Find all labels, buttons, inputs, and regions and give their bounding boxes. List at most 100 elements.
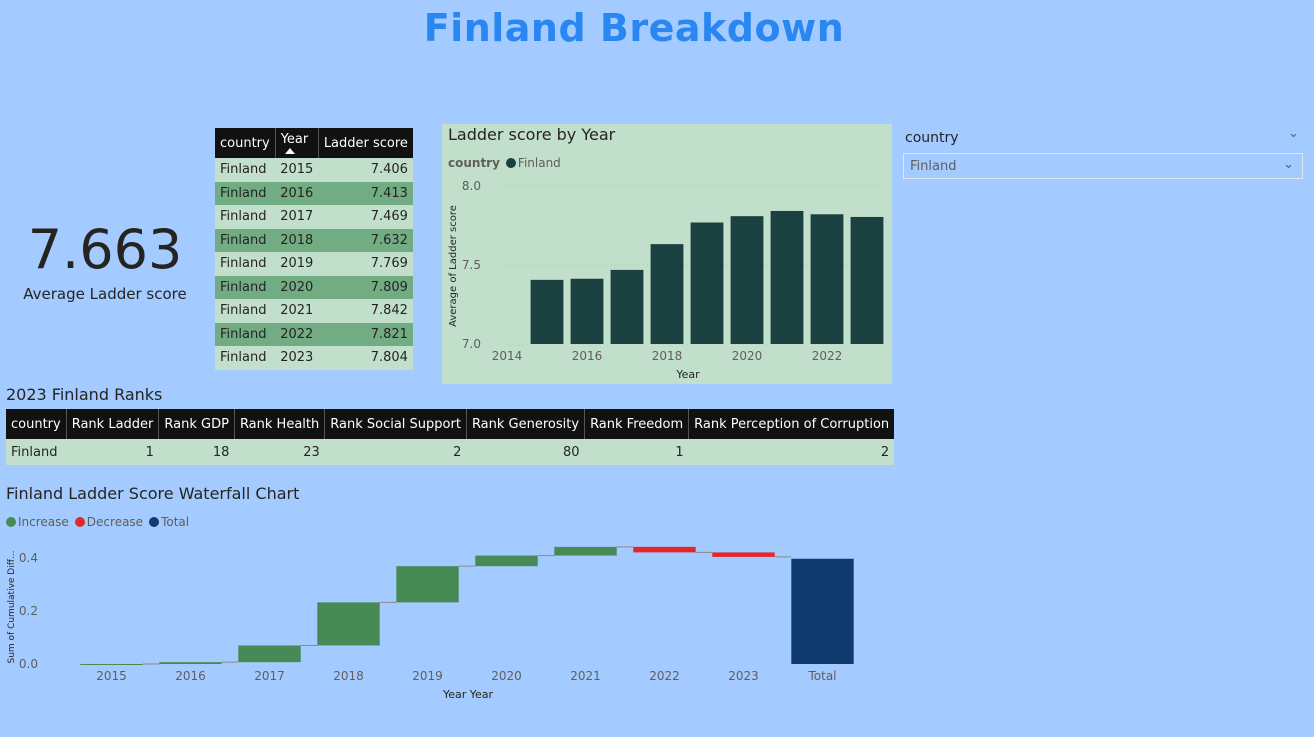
column-header[interactable]: Rank Health: [234, 409, 326, 439]
table-row: Finland 1 18 23 2 80 1 2: [6, 439, 895, 465]
bar-2018[interactable]: [650, 244, 684, 344]
sort-ascending-icon[interactable]: [284, 148, 295, 154]
legend-item-decrease[interactable]: Decrease: [74, 515, 144, 529]
table-row[interactable]: Finland 2016 7.413: [215, 181, 413, 205]
waterfall-bar-2018[interactable]: [317, 602, 380, 646]
legend-title: country: [448, 156, 500, 170]
table-cell-country: Finland: [215, 252, 276, 276]
table-cell-country: Finland: [215, 322, 276, 346]
column-header[interactable]: Rank Generosity: [466, 409, 586, 439]
table-cell-score: 7.469: [318, 205, 413, 229]
column-header-year[interactable]: Year: [275, 128, 319, 158]
x-axis-title: Year Year: [442, 688, 494, 701]
waterfall-bar-2016[interactable]: [159, 662, 222, 664]
table-cell-country: Finland: [215, 205, 276, 229]
table-row[interactable]: Finland 2022 7.821: [215, 322, 413, 346]
bar-2016[interactable]: [570, 278, 604, 344]
waterfall-chart-plot[interactable]: 0.0 0.2 0.4 2015 2016 2017 2018 2019 2020 2021 202…: [0, 535, 870, 705]
x-tick-label: 2018: [652, 349, 683, 363]
table-cell: 1: [66, 439, 159, 465]
table-header-row: country Rank Ladder Rank GDP Rank Health Ran…: [6, 409, 895, 439]
bar-2022[interactable]: [810, 214, 844, 344]
table-cell-year: 2016: [275, 181, 319, 205]
table-cell-country: Finland: [215, 181, 276, 205]
x-tick-label: 2016: [175, 669, 206, 683]
column-header[interactable]: Rank Perception of Corruption: [688, 409, 895, 439]
column-header[interactable]: country: [6, 409, 67, 439]
column-header[interactable]: Rank Ladder: [66, 409, 160, 439]
waterfall-bar-2021[interactable]: [554, 546, 617, 556]
column-header-label: Ladder score: [323, 135, 408, 151]
y-tick-label: 7.5: [462, 258, 481, 272]
kpi-value: 7.663: [27, 218, 183, 281]
x-tick-label: 2022: [649, 669, 680, 683]
waterfall-bar-2020[interactable]: [475, 555, 538, 567]
waterfall-bar-2022[interactable]: [633, 546, 696, 553]
column-header-ladder-score[interactable]: Ladder score: [318, 128, 413, 158]
column-header[interactable]: Rank Freedom: [584, 409, 690, 439]
column-header-label: Year: [280, 132, 309, 147]
legend-label: Decrease: [86, 515, 144, 529]
legend-item-increase[interactable]: Increase: [6, 515, 69, 529]
table-cell-score: 7.769: [318, 252, 413, 276]
waterfall-bar-2015[interactable]: [80, 664, 143, 665]
chevron-down-icon[interactable]: ⌄: [1288, 126, 1299, 141]
table-row[interactable]: Finland 2019 7.769: [215, 252, 413, 276]
chevron-down-icon[interactable]: ⌄: [1283, 157, 1294, 172]
legend-marker: [6, 517, 16, 527]
x-tick-label: 2014: [492, 349, 523, 363]
table-cell-score: 7.842: [318, 299, 413, 323]
table-cell-year: 2023: [275, 346, 319, 370]
table-cell-year: 2022: [275, 322, 319, 346]
column-header[interactable]: Rank GDP: [158, 409, 235, 439]
x-tick-label: 2019: [412, 669, 443, 683]
table-cell-year: 2021: [275, 299, 319, 323]
y-tick-label: 0.2: [19, 604, 38, 618]
table-row[interactable]: Finland 2018 7.632: [215, 228, 413, 252]
table-row[interactable]: Finland 2017 7.469: [215, 205, 413, 229]
legend-item-total[interactable]: Total: [149, 515, 189, 529]
table-row[interactable]: Finland 2020 7.809: [215, 275, 413, 299]
table-cell-country: Finland: [215, 346, 276, 370]
chart-legend: country Finland: [448, 156, 561, 170]
column-header[interactable]: Rank Social Support: [324, 409, 467, 439]
waterfall-legend: Increase Decrease Total: [6, 515, 195, 529]
waterfall-bar-total[interactable]: [791, 558, 854, 664]
waterfall-bar-2019[interactable]: [396, 566, 459, 603]
x-tick-label: 2023: [728, 669, 759, 683]
table-cell-score: 7.809: [318, 275, 413, 299]
table-cell: 23: [234, 439, 325, 465]
waterfall-bar-2017[interactable]: [238, 645, 301, 663]
legend-marker: [505, 158, 516, 168]
legend-label: Total: [161, 515, 190, 529]
table-cell: 2: [688, 439, 895, 465]
table-row[interactable]: Finland 2015 7.406: [215, 158, 413, 182]
waterfall-bar-2023[interactable]: [712, 552, 775, 557]
table-cell-year: 2017: [275, 205, 319, 229]
legend-entry-finland[interactable]: Finland: [517, 156, 561, 170]
legend-label: Increase: [18, 515, 69, 529]
table-cell-country: Finland: [215, 275, 276, 299]
table-row[interactable]: Finland 2021 7.842: [215, 299, 413, 323]
bar-2019[interactable]: [690, 222, 724, 344]
y-tick-label: 7.0: [462, 337, 481, 351]
bar-2021[interactable]: [770, 210, 804, 344]
ladder-score-bar-chart[interactable]: Ladder score by Year country Finland 7.0 7…: [442, 124, 892, 384]
country-slicer-dropdown[interactable]: Finland ⌄: [903, 153, 1303, 179]
table-cell-year: 2019: [275, 252, 319, 276]
bar-2015[interactable]: [530, 279, 564, 344]
bar-2017[interactable]: [610, 269, 644, 344]
table-cell-country: Finland: [215, 158, 276, 182]
column-header-country[interactable]: country: [215, 128, 276, 158]
y-tick-label: 8.0: [462, 179, 481, 193]
bar-2023[interactable]: [850, 216, 884, 344]
table-cell-score: 7.804: [318, 346, 413, 370]
bar-2020[interactable]: [730, 216, 764, 344]
legend-marker: [74, 517, 85, 527]
table-row[interactable]: Finland 2023 7.804: [215, 346, 413, 370]
waterfall-chart-title: Finland Ladder Score Waterfall Chart: [6, 484, 300, 503]
x-tick-label: 2020: [491, 669, 522, 683]
x-tick-label: 2017: [254, 669, 285, 683]
kpi-label: Average Ladder score: [23, 285, 187, 303]
table-cell: 18: [158, 439, 235, 465]
